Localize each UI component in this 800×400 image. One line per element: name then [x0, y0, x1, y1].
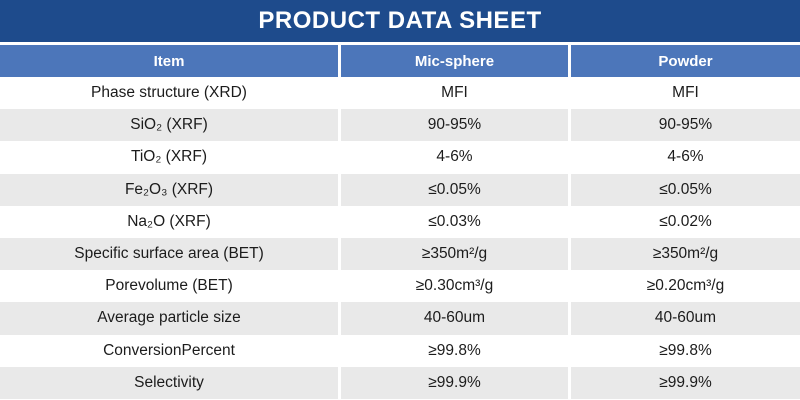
cell-mic-sphere: ≤0.03% — [341, 205, 568, 238]
cell-mic-sphere: ≤0.05% — [341, 173, 568, 206]
cell-item: Specific surface area (BET) — [0, 237, 338, 271]
table-row: Phase structure (XRD) MFI MFI — [0, 77, 800, 110]
table-row: ConversionPercent ≥99.8% ≥99.8% — [0, 334, 800, 367]
cell-item: Average particle size — [0, 302, 338, 335]
title-bar: PRODUCT DATA SHEET — [0, 0, 800, 42]
column-header-item: Item — [0, 45, 338, 77]
cell-powder: 90-95% — [571, 109, 800, 142]
cell-mic-sphere: ≥350m²/g — [341, 237, 568, 271]
cell-item: ConversionPercent — [0, 334, 338, 367]
column-divider — [338, 270, 341, 303]
column-divider — [568, 302, 571, 335]
column-divider — [568, 366, 571, 399]
table-header-row: Item Mic-sphere Powder — [0, 45, 800, 77]
column-divider — [568, 205, 571, 238]
column-divider — [338, 237, 341, 271]
column-divider — [338, 173, 341, 206]
cell-item: Phase structure (XRD) — [0, 77, 338, 110]
cell-powder: ≥99.8% — [571, 334, 800, 367]
cell-item: Na₂O (XRF) — [0, 205, 338, 238]
column-divider — [338, 77, 341, 110]
cell-mic-sphere: ≥99.9% — [341, 366, 568, 399]
cell-item: Selectivity — [0, 366, 338, 399]
divider — [0, 42, 800, 45]
table-row: Fe₂O₃ (XRF) ≤0.05% ≤0.05% — [0, 173, 800, 206]
cell-powder: ≥0.20cm³/g — [571, 270, 800, 303]
table-row: Specific surface area (BET) ≥350m²/g ≥35… — [0, 237, 800, 271]
cell-item: Fe₂O₃ (XRF) — [0, 173, 338, 206]
table-row: Na₂O (XRF) ≤0.03% ≤0.02% — [0, 205, 800, 238]
table-row: Average particle size 40-60um 40-60um — [0, 302, 800, 335]
column-divider — [338, 109, 341, 142]
column-divider — [338, 334, 341, 367]
column-divider — [568, 270, 571, 303]
cell-mic-sphere: 4-6% — [341, 141, 568, 174]
cell-item: SiO₂ (XRF) — [0, 109, 338, 142]
cell-mic-sphere: ≥0.30cm³/g — [341, 270, 568, 303]
table-row: TiO₂ (XRF) 4-6% 4-6% — [0, 141, 800, 174]
column-divider — [568, 141, 571, 174]
column-divider — [338, 141, 341, 174]
cell-powder: MFI — [571, 77, 800, 110]
cell-item: Porevolume (BET) — [0, 270, 338, 303]
column-divider — [338, 302, 341, 335]
column-divider — [338, 366, 341, 399]
column-divider — [568, 237, 571, 271]
column-divider — [338, 45, 341, 77]
column-divider — [338, 205, 341, 238]
column-header-mic-sphere: Mic-sphere — [341, 45, 568, 77]
cell-mic-sphere: MFI — [341, 77, 568, 110]
column-divider — [568, 77, 571, 110]
cell-mic-sphere: ≥99.8% — [341, 334, 568, 367]
cell-powder: 4-6% — [571, 141, 800, 174]
cell-powder: ≥350m²/g — [571, 237, 800, 271]
column-divider — [568, 109, 571, 142]
cell-powder: ≤0.05% — [571, 173, 800, 206]
table-row: Selectivity ≥99.9% ≥99.9% — [0, 366, 800, 399]
cell-powder: ≤0.02% — [571, 205, 800, 238]
column-divider — [568, 334, 571, 367]
column-header-powder: Powder — [571, 45, 800, 77]
column-divider — [568, 173, 571, 206]
table-row: SiO₂ (XRF) 90-95% 90-95% — [0, 109, 800, 142]
cell-powder: 40-60um — [571, 302, 800, 335]
page-title: PRODUCT DATA SHEET — [258, 7, 542, 34]
cell-mic-sphere: 90-95% — [341, 109, 568, 142]
cell-mic-sphere: 40-60um — [341, 302, 568, 335]
table-row: Porevolume (BET) ≥0.30cm³/g ≥0.20cm³/g — [0, 270, 800, 303]
cell-item: TiO₂ (XRF) — [0, 141, 338, 174]
cell-powder: ≥99.9% — [571, 366, 800, 399]
column-divider — [568, 45, 571, 77]
